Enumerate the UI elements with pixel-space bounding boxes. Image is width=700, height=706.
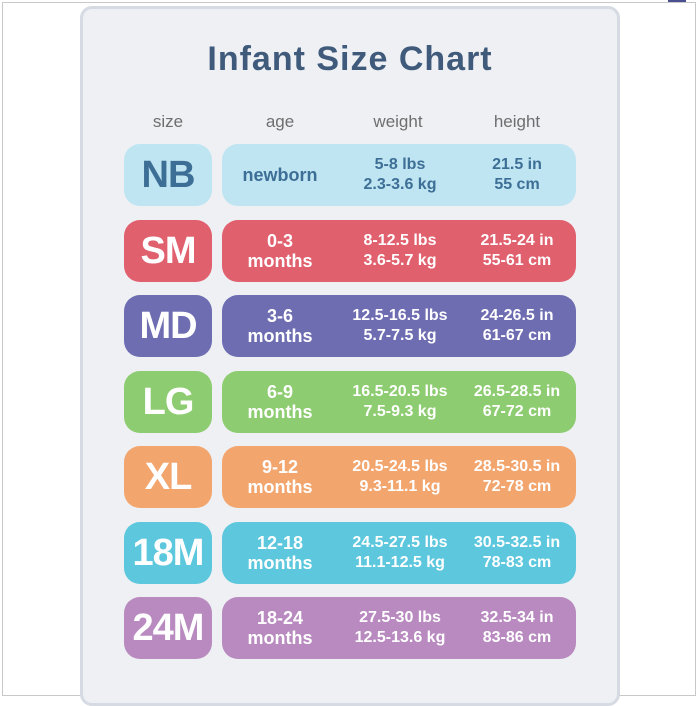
weight-cell: 27.5-30 lbs 12.5-13.6 kg <box>338 597 462 659</box>
size-badge-sm: SM <box>124 220 212 282</box>
age-cell-line: 0-3 <box>266 231 293 251</box>
age-cell-line: months <box>247 477 313 497</box>
age-cell: 0-3 months <box>222 220 338 282</box>
height-cell: 21.5-24 in 55-61 cm <box>462 220 572 282</box>
size-badge-24m: 24M <box>124 597 212 659</box>
height-cell: 30.5-32.5 in 78-83 cm <box>462 522 572 584</box>
age-cell-line: 18-24 <box>256 608 304 628</box>
height-cell-line: 21.5-24 in <box>480 232 554 249</box>
weight-cell-line: 7.5-9.3 kg <box>363 403 437 420</box>
size-badge-nb: NB <box>124 144 212 206</box>
weight-cell-line: 9.3-11.1 kg <box>359 478 441 495</box>
height-cell-line: 21.5 in <box>492 156 542 173</box>
age-cell-line: 12-18 <box>256 533 304 553</box>
age-cell-line: months <box>247 326 313 346</box>
header-age: age <box>265 112 295 131</box>
weight-cell-line: 24.5-27.5 lbs <box>352 534 448 551</box>
size-row-lg: 6-9 months 16.5-20.5 lbs 7.5-9.3 kg 26.5-28.… <box>222 371 576 433</box>
age-cell: 18-24 months <box>222 597 338 659</box>
weight-cell-line: 20.5-24.5 lbs <box>352 458 448 475</box>
size-row-nb: newborn 5-8 lbs 2.3-3.6 kg 21.5 in 55 cm <box>222 144 576 206</box>
height-cell-line: 61-67 cm <box>482 327 552 344</box>
size-row-sm: 0-3 months 8-12.5 lbs 3.6-5.7 kg 21.5-24 in 5… <box>222 220 576 282</box>
height-cell-line: 30.5-32.5 in <box>473 534 561 551</box>
height-cell-line: 32.5-34 in <box>480 609 554 626</box>
size-row-18m: 12-18 months 24.5-27.5 lbs 11.1-12.5 kg 30.5… <box>222 522 576 584</box>
weight-cell-line: 11.1-12.5 kg <box>355 554 445 571</box>
corner-mark <box>668 0 686 6</box>
weight-cell-line: 12.5-13.6 kg <box>354 629 446 646</box>
age-cell-line: months <box>247 628 313 648</box>
height-cell-line: 83-86 cm <box>482 629 552 646</box>
age-cell: 12-18 months <box>222 522 338 584</box>
age-cell: 9-12 months <box>222 446 338 508</box>
size-badge-md: MD <box>124 295 212 357</box>
height-cell: 28.5-30.5 in 72-78 cm <box>462 446 572 508</box>
weight-cell: 12.5-16.5 lbs 5.7-7.5 kg <box>338 295 462 357</box>
age-cell-line: 6-9 <box>266 382 293 402</box>
height-cell: 26.5-28.5 in 67-72 cm <box>462 371 572 433</box>
height-cell-line: 26.5-28.5 in <box>473 383 561 400</box>
weight-cell: 20.5-24.5 lbs 9.3-11.1 kg <box>338 446 462 508</box>
weight-cell-line: 12.5-16.5 lbs <box>352 307 448 324</box>
weight-cell: 24.5-27.5 lbs 11.1-12.5 kg <box>338 522 462 584</box>
size-row-xl: 9-12 months 20.5-24.5 lbs 9.3-11.1 kg 28.5-3… <box>222 446 576 508</box>
weight-cell-line: 5.7-7.5 kg <box>363 327 437 344</box>
age-cell: newborn <box>222 144 338 206</box>
size-badge-18m: 18M <box>124 522 212 584</box>
height-cell-line: 78-83 cm <box>482 554 552 571</box>
age-cell-line: months <box>247 402 313 422</box>
weight-cell-line: 27.5-30 lbs <box>359 609 441 626</box>
age-cell: 3-6 months <box>222 295 338 357</box>
weight-cell: 16.5-20.5 lbs 7.5-9.3 kg <box>338 371 462 433</box>
size-badge-lg: LG <box>124 371 212 433</box>
age-cell-line: months <box>247 553 313 573</box>
height-cell: 24-26.5 in 61-67 cm <box>462 295 572 357</box>
height-cell-line: 55-61 cm <box>482 252 552 269</box>
weight-cell-line: 3.6-5.7 kg <box>363 252 437 269</box>
size-badge-xl: XL <box>124 446 212 508</box>
age-cell: 6-9 months <box>222 371 338 433</box>
height-cell-line: 24-26.5 in <box>480 307 554 324</box>
size-row-md: 3-6 months 12.5-16.5 lbs 5.7-7.5 kg 24-26.5 … <box>222 295 576 357</box>
weight-cell-line: 16.5-20.5 lbs <box>352 383 448 400</box>
age-cell-line: months <box>247 251 313 271</box>
header-height: height <box>493 112 541 131</box>
weight-cell-line: 8-12.5 lbs <box>363 232 437 249</box>
height-cell-line: 67-72 cm <box>482 403 552 420</box>
age-cell-line: 9-12 <box>261 457 299 477</box>
height-cell: 21.5 in 55 cm <box>462 144 572 206</box>
size-row-24m: 18-24 months 27.5-30 lbs 12.5-13.6 kg 32.5-3… <box>222 597 576 659</box>
weight-cell-line: 2.3-3.6 kg <box>363 176 437 193</box>
header-size: size <box>152 112 184 131</box>
age-cell-line: 3-6 <box>266 306 293 326</box>
chart-title: Infant Size Chart <box>207 40 493 78</box>
height-cell-line: 55 cm <box>494 176 540 193</box>
weight-cell: 8-12.5 lbs 3.6-5.7 kg <box>338 220 462 282</box>
height-cell-line: 28.5-30.5 in <box>473 458 561 475</box>
age-cell-line: newborn <box>242 165 318 185</box>
weight-cell-line: 5-8 lbs <box>374 156 426 173</box>
height-cell-line: 72-78 cm <box>482 478 552 495</box>
height-cell: 32.5-34 in 83-86 cm <box>462 597 572 659</box>
weight-cell: 5-8 lbs 2.3-3.6 kg <box>338 144 462 206</box>
header-weight: weight <box>373 112 423 131</box>
